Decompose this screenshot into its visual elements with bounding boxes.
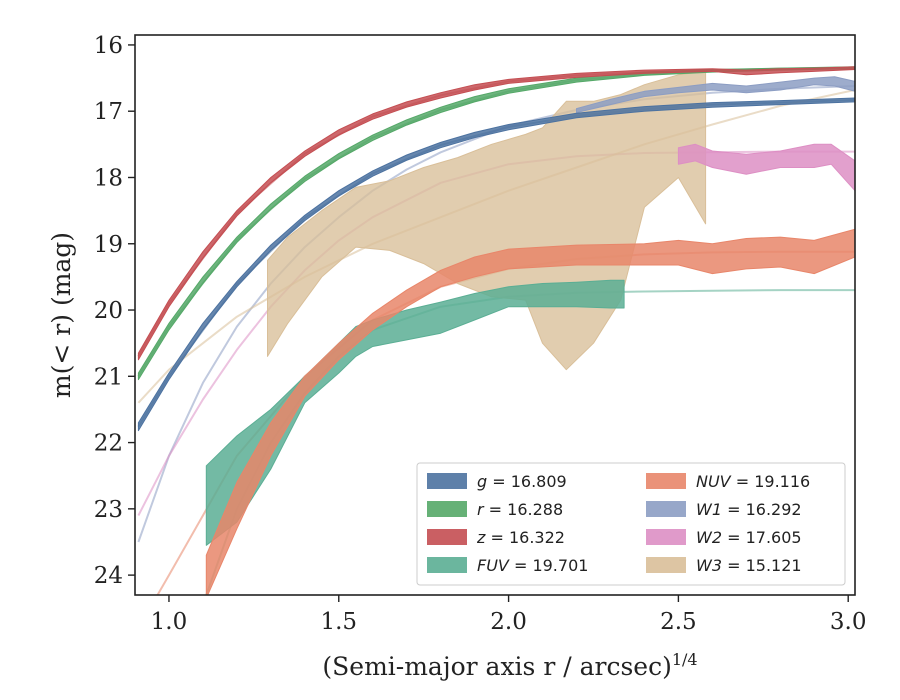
- legend-label: W3 = 15.121: [696, 556, 802, 575]
- band-nuv: [205, 228, 855, 595]
- y-axis-title: m(< r) (mag): [47, 232, 76, 398]
- y-tick-label: 24: [94, 563, 123, 589]
- plot-frame: [134, 34, 856, 596]
- legend-item-fuv: FUV = 19.701: [427, 556, 588, 575]
- x-tick-label: 1.0: [151, 609, 188, 635]
- legend-swatch: [646, 501, 686, 517]
- x-tick-label: 3.0: [830, 609, 867, 635]
- legend-swatch: [427, 557, 467, 573]
- y-tick-label: 22: [94, 431, 123, 457]
- x-tick-label: 2.5: [660, 609, 697, 635]
- legend-item-g: g = 16.809: [427, 472, 567, 491]
- legend-box: [416, 462, 846, 586]
- legend-label: W2 = 17.605: [696, 528, 802, 547]
- legend-item-nuv: NUV = 19.116: [646, 472, 810, 491]
- legend-swatch: [427, 529, 467, 545]
- legend-item-r: r = 16.288: [427, 500, 563, 519]
- y-tick-label: 21: [94, 364, 123, 390]
- legend: g = 16.809 r = 16.288 z = 16.322 FUV = 19.7…: [416, 462, 846, 586]
- legend-label: r = 16.288: [477, 500, 563, 519]
- legend-item-w2: W2 = 17.605: [646, 528, 802, 547]
- legend-label: NUV = 19.116: [696, 472, 810, 491]
- legend-item-w1: W1 = 16.292: [646, 500, 802, 519]
- legend-label: W1 = 16.292: [696, 500, 802, 519]
- y-tick-label: 17: [94, 99, 123, 125]
- x-tick-label: 2.0: [490, 609, 527, 635]
- y-tick-label: 20: [94, 298, 123, 324]
- axis-ticks: 1.0 1.5 2.0 2.5 3.0 16 17 18 19 20 21 22 23 24: [94, 33, 867, 635]
- x-axis-title: (Semi-major axis r / arcsec)1/4: [322, 650, 697, 681]
- measured-bands: [137, 66, 855, 595]
- y-tick-label: 19: [94, 232, 123, 258]
- legend-item-w3: W3 = 15.121: [646, 556, 802, 575]
- y-tick-label: 16: [94, 33, 123, 59]
- legend-swatch: [646, 473, 686, 489]
- x-axis-title-main: (Semi-major axis r / arcsec): [322, 652, 671, 681]
- band-z: [137, 66, 855, 361]
- y-tick-label: 23: [94, 497, 123, 523]
- legend-item-z: z = 16.322: [427, 528, 565, 547]
- legend-label: g = 16.809: [477, 472, 567, 491]
- legend-swatch: [646, 557, 686, 573]
- band-w2: [677, 143, 855, 192]
- legend-label: z = 16.322: [476, 528, 565, 547]
- y-tick-label: 18: [94, 165, 123, 191]
- legend-label: FUV = 19.701: [477, 556, 588, 575]
- legend-swatch: [427, 501, 467, 517]
- band-w3: [267, 70, 707, 371]
- x-tick-label: 1.5: [320, 609, 357, 635]
- band-g: [137, 97, 855, 432]
- band-w1: [576, 76, 855, 113]
- legend-swatch: [646, 529, 686, 545]
- legend-swatch: [427, 473, 467, 489]
- x-axis-title-superscript: 1/4: [672, 650, 698, 669]
- band-r: [137, 66, 855, 381]
